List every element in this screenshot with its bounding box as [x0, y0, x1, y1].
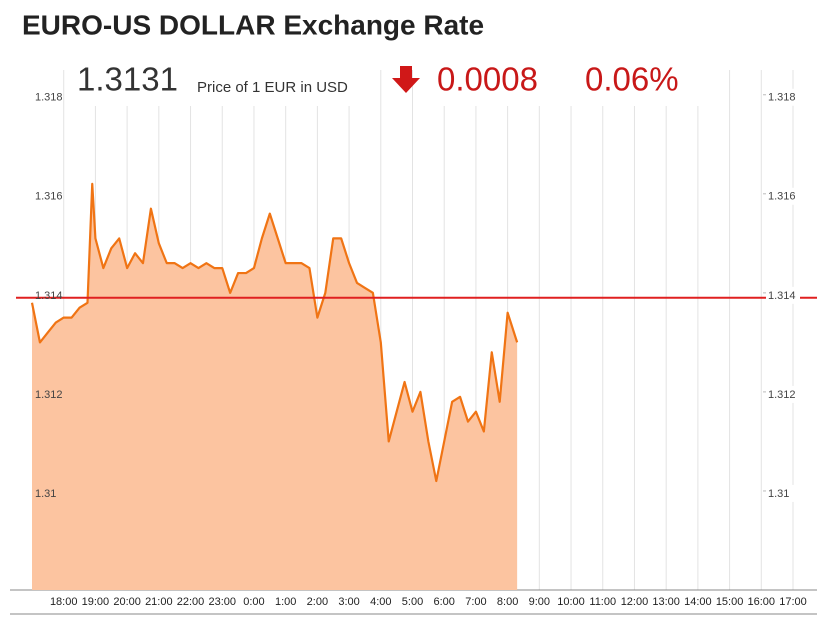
y-tick-label: 1.314	[35, 290, 63, 302]
line	[30, 182, 519, 483]
x-tick-label: 1:00	[275, 596, 296, 608]
x-tick-label: 5:00	[402, 596, 423, 608]
y-tick-label: 1.31	[768, 488, 789, 500]
chart-title: EURO-US DOLLAR Exchange Rate	[22, 9, 484, 40]
x-tick-label: 10:00	[557, 596, 585, 608]
plot-area: 18:00 19:00 20:00 21:00 22:00 23:00 0:00 1:00 2:…	[10, 70, 817, 615]
x-tick-label: 12:00	[621, 596, 649, 608]
y-tick-label: 1.316	[768, 191, 796, 203]
header-bg	[70, 62, 370, 106]
y-tick-label-bg	[766, 187, 800, 205]
x-tick-label: 16:00	[748, 596, 776, 608]
header-bg	[430, 62, 700, 106]
price-caption: Price of 1 EUR in USD	[197, 79, 348, 96]
x-tick-label: 20:00	[113, 596, 141, 608]
x-tick-label: 11:00	[589, 596, 616, 608]
x-tick-label: 14:00	[684, 596, 712, 608]
x-tick-label: 8:00	[497, 596, 518, 608]
x-tick-label: 2:00	[307, 596, 328, 608]
y-tick-label-bg	[766, 484, 800, 502]
x-tick-label: 4:00	[370, 596, 391, 608]
x-tick-label: 0:00	[243, 596, 264, 608]
y-tick-label: 1.316	[35, 191, 63, 203]
y-tick-label: 1.312	[35, 389, 63, 401]
x-tick-label: 7:00	[465, 596, 486, 608]
x-tick-label: 19:00	[82, 596, 110, 608]
x-tick-label: 22:00	[177, 596, 205, 608]
down-arrow	[392, 66, 420, 93]
price: 1.3131	[77, 61, 178, 98]
y-tick-label-bg	[766, 385, 800, 403]
x-tick-label: 18:00	[50, 596, 78, 608]
change-percent: 0.06%	[585, 61, 679, 98]
x-tick-label: 21:00	[145, 596, 173, 608]
x-tick-label: 15:00	[716, 596, 744, 608]
y-tick-label-bg	[766, 286, 800, 304]
x-tick-label: 9:00	[529, 596, 550, 608]
x-tick-label: 6:00	[433, 596, 454, 608]
x-tick-label: 23:00	[208, 596, 236, 608]
y-tick-label-bg	[766, 88, 800, 106]
x-tick-label: 13:00	[652, 596, 680, 608]
y-tick-label: 1.312	[768, 389, 796, 401]
y-tick-label: 1.318	[768, 92, 796, 104]
x-tick-label: 3:00	[338, 596, 359, 608]
area	[32, 183, 518, 590]
x-tick-label: 17:00	[779, 596, 807, 608]
change: 0.0008	[437, 61, 538, 98]
y-tick-label: 1.318	[35, 92, 63, 104]
y-tick-label: 1.31	[35, 488, 56, 500]
y-tick-label: 1.314	[768, 290, 796, 302]
